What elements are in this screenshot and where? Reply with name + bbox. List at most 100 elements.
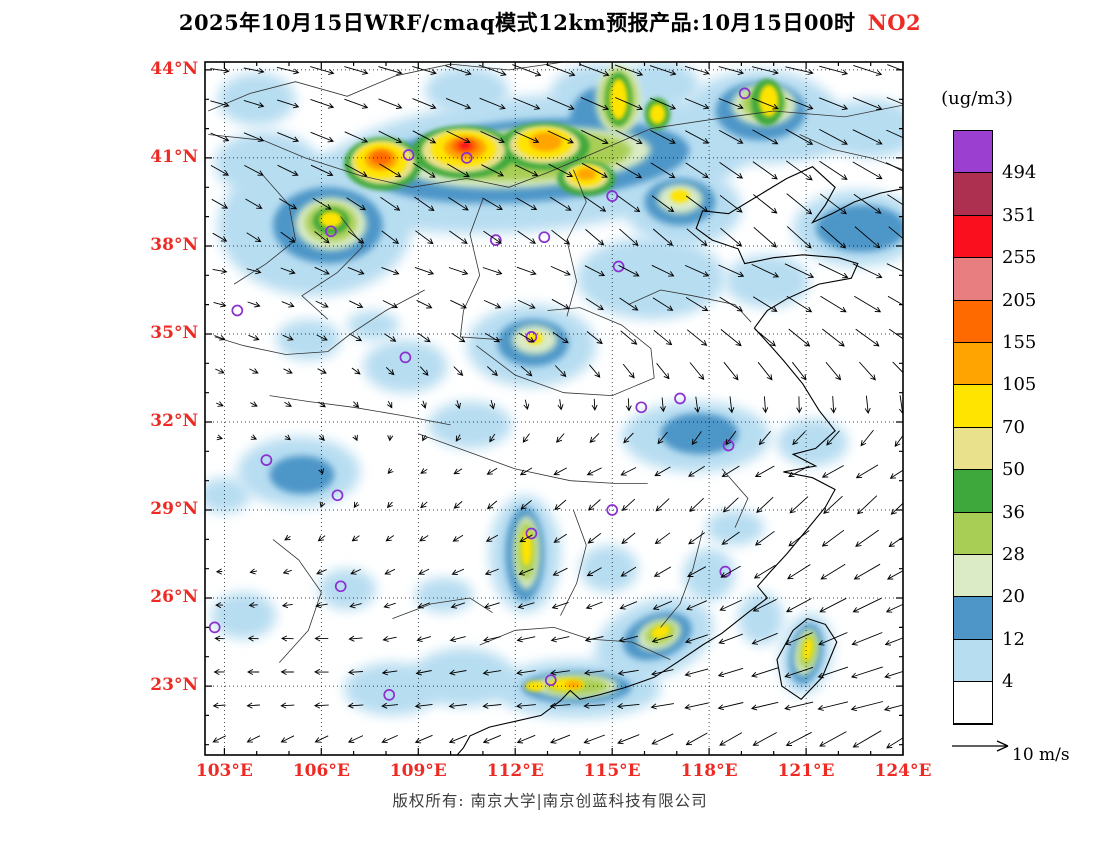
city-marker <box>538 231 551 244</box>
city-markers <box>208 87 751 701</box>
city-marker <box>460 152 473 164</box>
pollution-plume <box>424 67 509 114</box>
x-tick-label: 115°E <box>583 761 641 781</box>
city-marker <box>260 454 273 466</box>
city-marker <box>525 527 538 540</box>
legend-level-label: 105 <box>1002 374 1037 396</box>
city-marker <box>544 674 557 687</box>
pollution-plume <box>217 72 296 126</box>
city-marker <box>612 260 625 273</box>
pollution-plume <box>347 310 399 340</box>
legend-color-box <box>954 512 992 555</box>
y-tick-label: 41°N <box>150 146 198 167</box>
legend-level-label: 20 <box>1002 586 1025 608</box>
legend-level-label: 12 <box>1002 628 1025 650</box>
city-marker <box>208 621 221 634</box>
y-tick-label: 32°N <box>150 410 198 431</box>
boundary-line <box>272 539 322 663</box>
city-marker <box>402 149 415 161</box>
wind-scale-arrow-icon <box>952 740 1009 752</box>
boundary-line <box>560 509 587 616</box>
pollution-plume <box>363 339 448 393</box>
pollution-plume <box>670 189 690 203</box>
boundary-line <box>208 104 903 188</box>
x-tick-label: 112°E <box>486 761 544 781</box>
pollution-plume <box>738 592 784 645</box>
x-tick-label: 106°E <box>292 761 350 781</box>
city-marker <box>334 580 347 593</box>
pollution-plume <box>319 211 343 228</box>
city-marker <box>635 401 648 414</box>
y-tick-label: 38°N <box>150 234 198 255</box>
pollution-plume <box>524 680 545 692</box>
wind-scale: 10 m/s <box>950 737 1098 777</box>
pollution-plume <box>211 592 277 640</box>
city-marker <box>331 489 344 502</box>
legend-color-box <box>954 385 992 428</box>
city-marker <box>738 87 751 100</box>
boundary-line <box>566 169 587 317</box>
legend-color-box <box>954 597 992 640</box>
concentration-field <box>205 62 903 719</box>
figure-title: 2025年10月15日WRF/cmaq模式12km预报产品:10月15日00时 N… <box>0 7 1100 37</box>
boundary-line <box>208 62 564 112</box>
y-tick-label: 29°N <box>150 499 198 519</box>
legend-level-label: 494 <box>1002 162 1037 184</box>
legend-level-label: 255 <box>1002 247 1037 269</box>
boundary-line <box>459 198 503 341</box>
legend-color-box <box>954 173 992 216</box>
colorbar-legend: 494 351 255 205 155 105 70 50 36 28 20 12 4 <box>953 130 1036 726</box>
axis-ticks <box>205 62 904 755</box>
x-tick-label: 109°E <box>389 761 447 781</box>
wind-scale-label: 10 m/s <box>1012 745 1070 765</box>
pollution-plume <box>802 637 813 661</box>
pollution-plume <box>428 401 512 449</box>
x-tick-label: 124°E <box>874 761 932 781</box>
pollution-plume <box>276 319 341 361</box>
title-text: 2025年10月15日WRF/cmaq模式12km预报产品:10月15日00时 <box>178 10 856 35</box>
coastline-segment <box>776 618 838 701</box>
legend-color-box <box>954 131 992 174</box>
pollution-plume <box>777 419 848 466</box>
coastline <box>456 166 903 755</box>
pollution-plume <box>649 103 666 125</box>
legend-color-box <box>954 682 992 725</box>
x-tick-label: 118°E <box>680 761 738 781</box>
boundary-line <box>233 175 296 285</box>
pollution-plume <box>526 332 543 345</box>
boundary-line <box>418 433 648 484</box>
city-marker <box>606 190 619 202</box>
y-tick-label: 35°N <box>150 322 198 343</box>
legend-color-box <box>954 300 992 343</box>
legend-level-label: 4 <box>1002 671 1014 693</box>
legend-color-box <box>954 470 992 513</box>
pollution-plume <box>458 141 472 150</box>
wind-vectors <box>210 64 903 749</box>
boundary-line <box>799 134 903 171</box>
boundary-line <box>214 289 425 355</box>
boundary-line <box>660 530 703 628</box>
y-tick-label: 23°N <box>150 675 198 696</box>
pollution-plume <box>579 545 639 593</box>
grid-lines <box>205 62 904 755</box>
boundary-line <box>269 395 451 426</box>
legend-color-box <box>954 639 992 683</box>
legend-level-label: 28 <box>1002 544 1025 565</box>
pollution-plume <box>815 204 903 252</box>
boundary-line <box>392 597 493 619</box>
copyright-footer: 版权所有: 南京大学|南京创蓝科技有限公司 <box>392 792 708 810</box>
legend-level-label: 351 <box>1002 204 1037 226</box>
city-marker <box>674 392 686 405</box>
pollution-plume <box>529 132 563 152</box>
pollution-plume <box>415 577 474 613</box>
legend-level-label: 70 <box>1002 416 1025 438</box>
legend-color-box <box>954 258 992 301</box>
pollution-plume <box>725 254 810 308</box>
boundary-line <box>476 307 655 397</box>
boundary-line <box>721 468 749 528</box>
y-tick-label: 26°N <box>150 587 198 608</box>
map-border <box>204 61 904 756</box>
city-marker <box>231 304 244 317</box>
